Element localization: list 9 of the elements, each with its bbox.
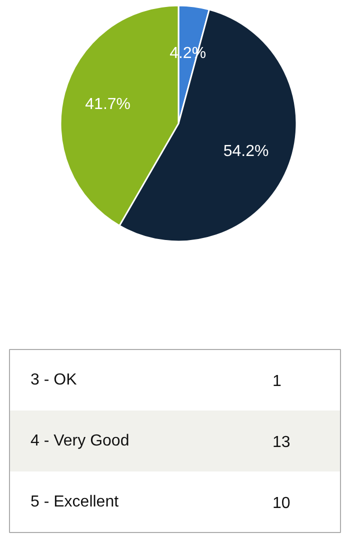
data-label: 1 bbox=[272, 373, 282, 390]
data-label: 54.2% bbox=[223, 143, 269, 160]
category-label: 3 - OK bbox=[30, 372, 78, 388]
data-label: 13 bbox=[272, 434, 290, 451]
category-label: 4 - Very Good bbox=[30, 432, 130, 450]
data-label: 4.2% bbox=[170, 44, 206, 62]
data-label: 41.7% bbox=[85, 96, 131, 114]
data-label: 10 bbox=[272, 495, 290, 512]
category-label: 5 - Excellent bbox=[30, 494, 120, 510]
